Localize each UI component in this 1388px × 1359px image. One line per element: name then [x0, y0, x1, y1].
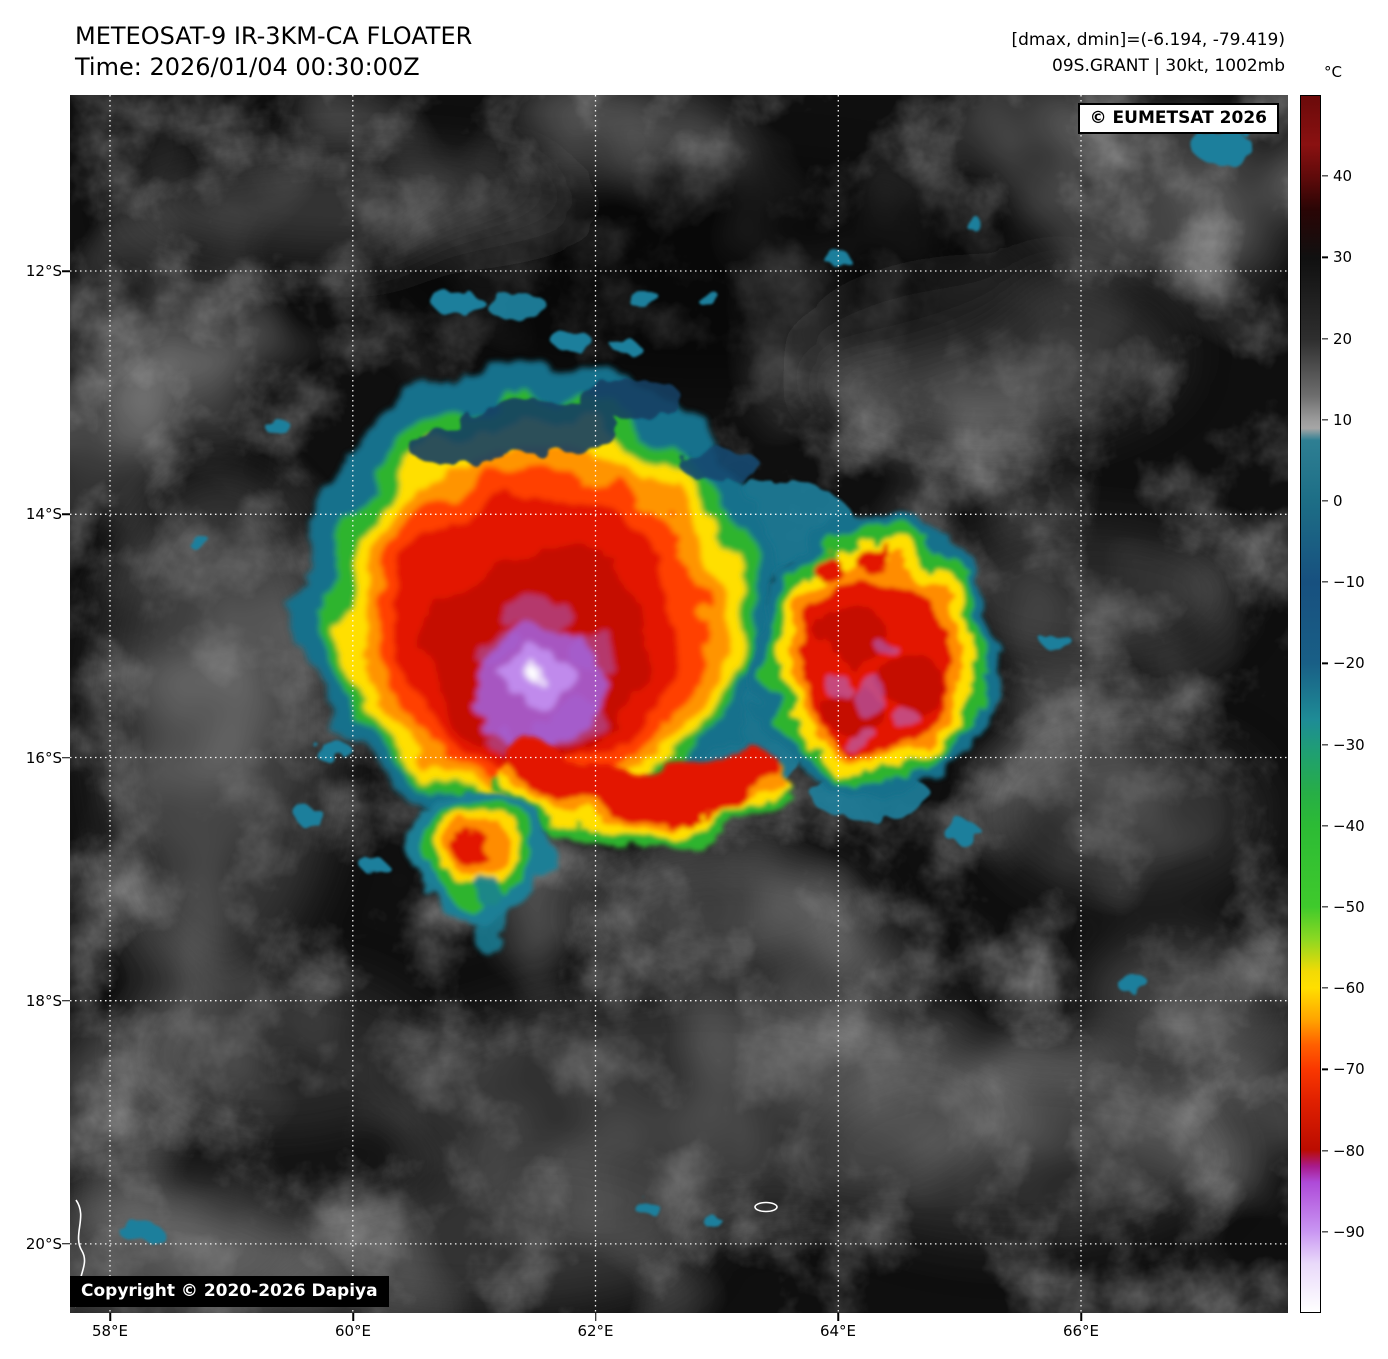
- cloud-masses: [70, 157, 1275, 1313]
- colorbar-unit-label: °C: [1324, 63, 1342, 81]
- copyright-badge: Copyright © 2020-2026 Dapiya: [70, 1276, 389, 1307]
- lon-label-66e: 66°E: [1062, 1322, 1100, 1340]
- colorbar-tick-label: −60: [1333, 979, 1365, 998]
- colorbar-tick: [1322, 662, 1328, 665]
- colorbar-tick-label: −90: [1333, 1222, 1365, 1241]
- colorbar-tick: [1322, 987, 1328, 989]
- colorbar-tick: [1322, 825, 1328, 827]
- grid-lines: [70, 95, 1288, 1313]
- satellite-map: © EUMETSAT 2026 Copyright © 2020-2026 Da…: [70, 95, 1288, 1313]
- lat-label-16s: 16°S: [25, 748, 62, 767]
- storm-main-core: [298, 362, 782, 828]
- colorbar-tick-label: −30: [1333, 735, 1365, 754]
- lat-tick: [62, 1243, 70, 1245]
- colorbar-tick: [1322, 1149, 1328, 1152]
- colorbar-tick-label: −10: [1333, 573, 1365, 592]
- colorbar-tick: [1322, 581, 1328, 583]
- lat-tick: [62, 270, 70, 272]
- shield-blue-pockets: [408, 380, 760, 481]
- storm-south-arc: [487, 738, 783, 850]
- lon-label-60e: 60°E: [334, 1322, 372, 1340]
- lon-tick: [837, 1313, 839, 1321]
- colorbar-tick-label: −20: [1333, 654, 1365, 673]
- storm-east-cell: [755, 515, 999, 795]
- colorbar-tick: [1322, 337, 1328, 340]
- lon-tick: [594, 1313, 597, 1321]
- lon-label-64e: 64°E: [819, 1322, 857, 1340]
- colorbar-tick: [1322, 256, 1328, 259]
- colorbar-tick-label: −40: [1333, 816, 1365, 835]
- colorbar-gradient: [1300, 95, 1321, 1313]
- colorbar-tick-label: −50: [1333, 898, 1365, 916]
- colorbar-tick-label: −70: [1333, 1060, 1365, 1079]
- colorbar-tick: [1322, 419, 1328, 421]
- timestamp: Time: 2026/01/04 00:30:00Z: [75, 53, 420, 81]
- colorbar-tick: [1322, 175, 1328, 177]
- colorbar-tick-label: 0: [1333, 492, 1343, 510]
- colorbar-tick: [1322, 500, 1328, 502]
- lat-label-18s: 18°S: [25, 991, 62, 1010]
- lon-tick: [109, 1313, 111, 1321]
- dmax-dmin-readout: [dmax, dmin]=(-6.194, -79.419): [1011, 30, 1286, 50]
- colorbar-tick-label: 30: [1333, 248, 1353, 267]
- colorbar-tick: [1322, 743, 1328, 746]
- lat-tick: [62, 513, 70, 516]
- colorbar-tick-label: 20: [1333, 329, 1353, 348]
- storm-info: 09S.GRANT | 30kt, 1002mb: [1052, 56, 1285, 76]
- colorbar-tick: [1322, 1068, 1328, 1071]
- colorbar-tick-label: −80: [1333, 1141, 1365, 1160]
- lon-label-62e: 62°E: [577, 1322, 614, 1340]
- lon-tick: [1080, 1313, 1082, 1321]
- lon-tick: [352, 1313, 354, 1321]
- lon-label-58e: 58°E: [91, 1322, 129, 1340]
- storm-southwest-cell: [404, 791, 552, 953]
- colorbar-tick: [1322, 906, 1328, 908]
- lat-tick: [62, 756, 70, 759]
- colorbar-tick: [1322, 1231, 1328, 1233]
- product-title: METEOSAT-9 IR-3KM-CA FLOATER: [75, 22, 473, 50]
- eumetsat-credit-badge: © EUMETSAT 2026: [1077, 103, 1279, 134]
- satellite-image: [70, 95, 1288, 1313]
- lat-label-14s: 14°S: [25, 505, 62, 524]
- colorbar-tick-label: 40: [1333, 167, 1353, 186]
- lat-tick: [62, 999, 70, 1002]
- lat-label-12s: 12°S: [25, 262, 62, 280]
- lat-label-20s: 20°S: [25, 1234, 62, 1253]
- colorbar-tick-label: 10: [1333, 410, 1353, 429]
